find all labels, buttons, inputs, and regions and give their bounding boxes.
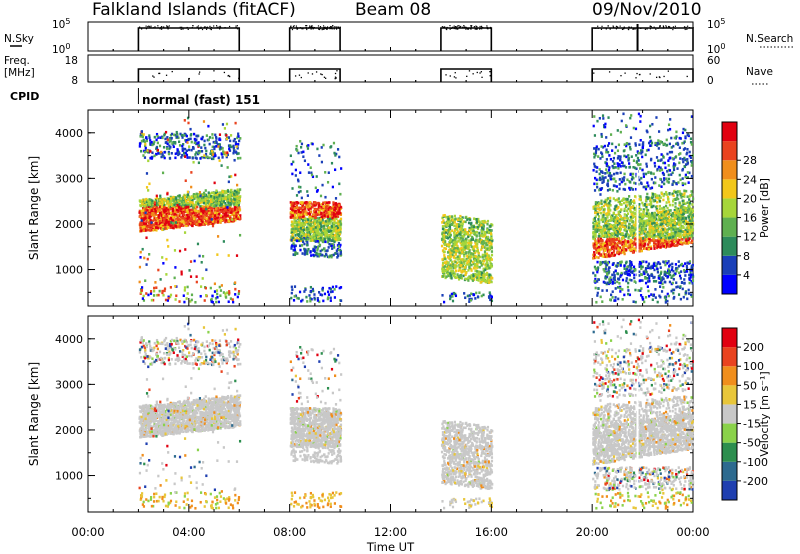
colorbar-0-cell-6 (722, 160, 737, 180)
ytick-label-0-4000: 4000 (55, 127, 83, 140)
freq-segment-3 (591, 68, 694, 82)
colorbar-0-cell-3 (722, 217, 737, 237)
ytick-label-0-2000: 2000 (55, 218, 83, 231)
colorbar-tick-0-3: 16 (743, 212, 757, 225)
colorbar-1-cell-7 (722, 347, 737, 367)
colorbar-0-cell-0 (722, 274, 737, 294)
colorbar-tick-1-0: 200 (743, 341, 764, 354)
colorbar-0-cell-4 (722, 198, 737, 218)
nsky-segment-0 (137, 27, 241, 51)
colorbar-1-cell-2 (722, 442, 737, 462)
nsky-segment-3 (591, 27, 694, 51)
ytick-label-1-3000: 3000 (55, 378, 83, 391)
colorbar-tick-1-7: -200 (743, 475, 768, 488)
colorbar-tick-0-1: 8 (743, 250, 750, 263)
xtick-label-2: 08:00 (273, 525, 306, 539)
panel-frame-0 (87, 109, 694, 307)
nsky-tick-left-bottom: 100 (52, 42, 70, 56)
cpid-label: CPID (10, 90, 39, 103)
colorbar-1-cell-1 (722, 461, 737, 481)
colorbar-frame-1 (721, 327, 738, 501)
freq-label: Freq. (4, 55, 30, 67)
nave-tick-right-bottom: 0 (707, 75, 714, 87)
colorbar-tick-0-4: 20 (743, 192, 757, 205)
colorbar-tick-1-2: 50 (743, 379, 757, 392)
xtick-label-3: 12:00 (374, 525, 407, 539)
ylabel-0: Slant Range [km] (27, 156, 41, 260)
cpid-mode: normal (fast) 151 (142, 93, 260, 107)
nsky-tick-right-top: 105 (707, 17, 725, 31)
ytick-label-1-2000: 2000 (55, 424, 83, 437)
nsearch-label: N.Search (746, 33, 793, 45)
colorbar-label-0: Power [dB] (758, 178, 771, 238)
ytick-label-0-1000: 1000 (55, 264, 83, 277)
ylabel-1: Slant Range [km] (27, 362, 41, 466)
axis-layer (87, 47, 741, 512)
colorbar-tick-1-5: -50 (743, 437, 761, 450)
colorbar-1-cell-5 (722, 385, 737, 405)
freq-noise (152, 70, 688, 80)
colorbar-tick-0-0: 4 (743, 269, 750, 282)
colorbar-frame-0 (721, 121, 738, 295)
colorbar-tick-1-4: -15 (743, 418, 761, 431)
freq-tick-left-bottom: 8 (71, 75, 78, 87)
colorbar-tick-0-2: 12 (743, 231, 757, 244)
colorbar-0-cell-2 (722, 236, 737, 256)
nsky-tick-right-bottom: 100 (707, 42, 725, 56)
freq-unit: [MHz] (4, 67, 35, 79)
nsky-tick-left-top: 105 (52, 17, 70, 31)
colorbar-1-cell-0 (722, 480, 737, 500)
nave-label: Nave (746, 66, 773, 78)
colorbar-tick-0-6: 28 (743, 154, 757, 167)
colorbar-tick-1-6: -100 (743, 456, 768, 469)
beam-title: Beam 08 (355, 0, 432, 20)
colorbar-0-cell-8 (722, 122, 737, 142)
data-layer (137, 24, 695, 510)
xtick-label-4: 16:00 (475, 525, 508, 539)
colorbar-1-cell-3 (722, 423, 737, 443)
colorbar-1-cell-6 (722, 366, 737, 386)
velocity-scatter (138, 318, 695, 510)
ytick-label-1-1000: 1000 (55, 470, 83, 483)
xtick-label-6: 00:00 (676, 525, 709, 539)
nsky-label: N.Sky (4, 33, 34, 45)
ytick-label-0-3000: 3000 (55, 172, 83, 185)
xtick-label-0: 00:00 (71, 525, 104, 539)
colorbar-0-cell-7 (722, 141, 737, 161)
nsky-noise (139, 25, 694, 31)
colorbar-0-cell-1 (722, 255, 737, 275)
colorbar-tick-1-3: 15 (743, 398, 757, 411)
colorbar-1-cell-4 (722, 404, 737, 424)
ytick-label-1-4000: 4000 (55, 333, 83, 346)
colorbar-1-cell-8 (722, 328, 737, 348)
freq-segment-0 (137, 68, 241, 82)
xaxis-label: Time UT (366, 540, 415, 554)
date-title: 09/Nov/2010 (592, 0, 702, 20)
station-title: Falkland Islands (fitACF) (92, 0, 296, 20)
nsky-segment-2 (440, 27, 493, 51)
colorbar-label-1: Velocity [m s⁻¹] (758, 371, 771, 456)
nave-tick-right-top: 60 (707, 55, 720, 67)
nsky-segment-1 (288, 27, 341, 51)
freq-segment-1 (288, 68, 341, 82)
xtick-label-1: 04:00 (172, 525, 205, 539)
xtick-label-5: 20:00 (576, 525, 609, 539)
colorbar-0-cell-5 (722, 179, 737, 199)
colorbar-tick-0-5: 24 (743, 173, 757, 186)
freq-tick-left-top: 18 (65, 55, 78, 67)
colorbar-tick-1-1: 100 (743, 360, 764, 373)
